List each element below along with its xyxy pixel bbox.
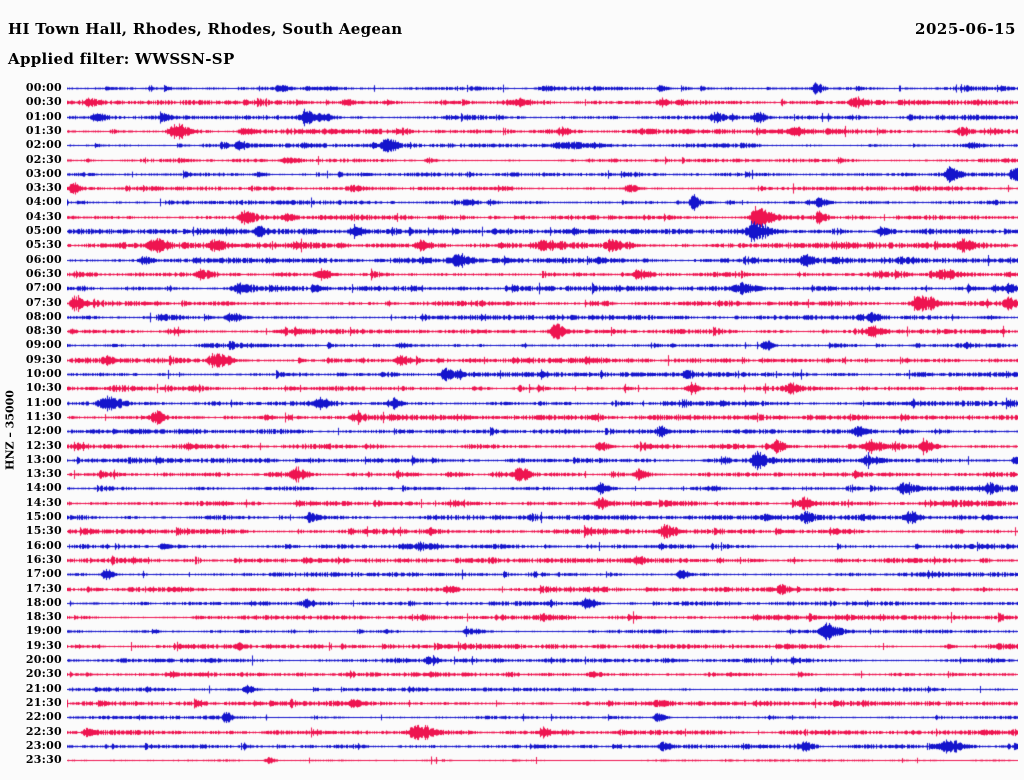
time-label: 04:00: [25, 195, 62, 209]
time-label: 11:30: [25, 409, 62, 423]
time-label: 01:30: [25, 123, 62, 137]
time-label: 09:00: [25, 338, 62, 352]
time-label: 01:00: [25, 109, 62, 123]
time-label: 13:30: [25, 467, 62, 481]
time-label: 03:30: [25, 181, 62, 195]
time-label: 21:30: [25, 695, 62, 709]
time-label: 22:30: [25, 724, 62, 738]
time-label: 11:00: [25, 395, 62, 409]
time-label: 22:00: [25, 710, 62, 724]
time-label: 09:30: [25, 352, 62, 366]
time-label: 18:30: [25, 610, 62, 624]
time-label: 02:00: [25, 138, 62, 152]
seismogram-canvas: [67, 80, 1018, 770]
time-label: 05:30: [25, 238, 62, 252]
applied-filter-label: Applied filter: WWSSN-SP: [8, 50, 235, 68]
time-label: 16:30: [25, 552, 62, 566]
time-label: 23:30: [25, 753, 62, 767]
time-label: 17:00: [25, 567, 62, 581]
time-label: 17:30: [25, 581, 62, 595]
page-title: HI Town Hall, Rhodes, Rhodes, South Aege…: [8, 20, 403, 38]
time-label: 13:00: [25, 452, 62, 466]
time-label: 19:30: [25, 638, 62, 652]
date-label: 2025-06-15: [915, 20, 1016, 38]
time-label: 12:30: [25, 438, 62, 452]
time-label: 18:00: [25, 595, 62, 609]
time-label: 06:00: [25, 252, 62, 266]
time-label: 06:30: [25, 266, 62, 280]
time-label: 12:00: [25, 424, 62, 438]
time-label: 16:00: [25, 538, 62, 552]
time-label: 02:30: [25, 152, 62, 166]
time-label: 07:30: [25, 295, 62, 309]
time-label: 15:00: [25, 510, 62, 523]
time-label: 10:00: [25, 367, 62, 380]
time-label: 20:00: [25, 653, 62, 666]
time-label: 04:30: [25, 209, 62, 223]
time-label: 19:00: [25, 624, 62, 638]
time-label: 03:00: [25, 166, 62, 180]
time-label: 20:30: [25, 667, 62, 681]
time-label: 07:00: [25, 281, 62, 295]
time-label: 14:00: [25, 481, 62, 495]
time-label: 23:00: [25, 738, 62, 752]
time-label: 08:00: [25, 309, 62, 323]
time-label: 05:00: [25, 224, 62, 237]
time-label: 10:30: [25, 381, 62, 395]
time-label: 00:30: [25, 95, 62, 109]
time-label: 00:00: [25, 81, 62, 94]
time-label: 14:30: [25, 495, 62, 509]
time-label: 21:00: [25, 681, 62, 695]
time-label: 08:30: [25, 324, 62, 338]
time-label: 15:30: [25, 524, 62, 538]
